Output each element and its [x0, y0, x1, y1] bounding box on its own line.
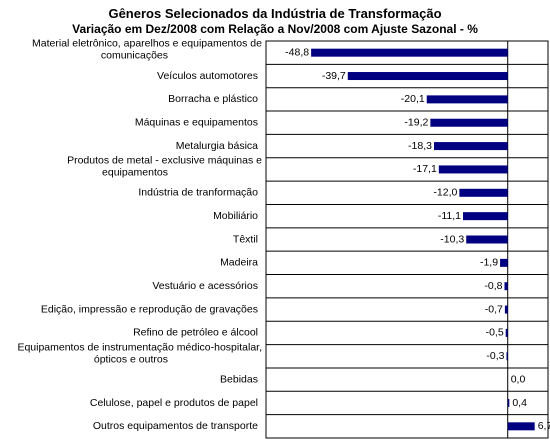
- chart-title: Gêneros Selecionados da Indústria de Tra…: [108, 6, 442, 21]
- category-label-line: ópticos e outros: [94, 353, 168, 365]
- category-label-line: comunicações: [101, 49, 168, 61]
- category-label: Material eletrônico, aparelhos e equipam…: [32, 37, 262, 61]
- category-label-line: Equipamentos de instrumentação médico-ho…: [17, 341, 262, 353]
- category-label-line: equipamentos: [102, 166, 168, 178]
- data-label: -19,2: [404, 117, 428, 129]
- bar: [507, 398, 510, 407]
- category-label: Vestuário e acessórios: [152, 280, 258, 292]
- data-label: -18,3: [408, 140, 432, 152]
- data-label: -11,1: [438, 210, 461, 222]
- data-label: 6,7: [538, 420, 550, 432]
- bar: [505, 328, 508, 337]
- data-label: -39,7: [322, 70, 346, 82]
- category-label: Bebidas: [220, 373, 258, 385]
- category-label: Equipamentos de instrumentação médico-ho…: [17, 341, 262, 365]
- data-label: -17,1: [413, 163, 437, 175]
- bar: [507, 422, 535, 431]
- category-label: Produtos de metal - exclusive máquinas e…: [67, 154, 262, 178]
- data-label: -20,1: [401, 93, 425, 105]
- category-label: Máquinas e equipamentos: [135, 117, 258, 129]
- data-label: -10,3: [440, 233, 464, 245]
- data-label: -0,7: [485, 303, 503, 315]
- category-label: Indústria de tranformação: [138, 187, 258, 199]
- category-label: Refino de petróleo e álcool: [133, 327, 258, 339]
- bar: [462, 212, 508, 221]
- plot-area: [265, 40, 549, 439]
- bar: [438, 165, 508, 174]
- bar: [506, 352, 508, 361]
- category-label-line: Material eletrônico, aparelhos e equipam…: [32, 37, 262, 49]
- category-label: Outros equipamentos de transporte: [93, 420, 258, 432]
- bar: [426, 95, 508, 104]
- category-label: Mobiliário: [213, 210, 258, 222]
- category-label: Têxtil: [233, 233, 258, 245]
- category-label-line: Produtos de metal - exclusive máquinas e: [67, 154, 262, 166]
- data-label: 0,0: [511, 373, 526, 385]
- bar: [430, 118, 508, 127]
- category-label: Borracha e plástico: [168, 93, 258, 105]
- category-label: Madeira: [220, 257, 258, 269]
- category-label: Metalurgia básica: [176, 140, 258, 152]
- category-label: Veículos automotores: [157, 70, 258, 82]
- category-label: Celulose, papel e produtos de papel: [90, 397, 258, 409]
- category-label: Edição, impressão e reprodução de gravaç…: [41, 303, 258, 315]
- data-label: -48,8: [285, 46, 309, 58]
- data-label: -0,8: [484, 280, 502, 292]
- bar: [500, 258, 508, 267]
- data-label: -1,9: [480, 257, 498, 269]
- bar: [459, 188, 508, 197]
- bar: [311, 48, 508, 57]
- chart-subtitle: Variação em Dez/2008 com Relação a Nov/2…: [72, 22, 478, 36]
- bar: [504, 305, 508, 314]
- data-label: 0,4: [512, 397, 527, 409]
- bar: [433, 142, 508, 151]
- data-label: -12,0: [433, 187, 457, 199]
- bar: [504, 282, 508, 291]
- data-label: -0,5: [486, 327, 504, 339]
- bar: [347, 72, 508, 81]
- bar: [466, 235, 508, 244]
- data-label: -0,3: [486, 350, 504, 362]
